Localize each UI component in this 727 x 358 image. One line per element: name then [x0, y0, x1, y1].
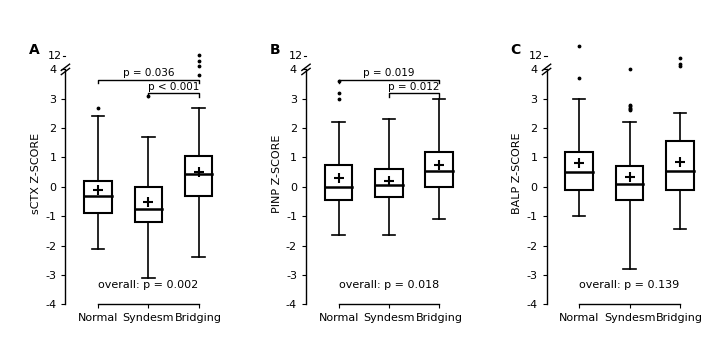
Bar [425, 151, 453, 187]
Text: overall: p = 0.002: overall: p = 0.002 [98, 280, 198, 290]
Text: p = 0.019: p = 0.019 [364, 68, 414, 78]
Text: 12: 12 [529, 51, 543, 61]
Text: B: B [270, 43, 280, 57]
Text: p = 0.036: p = 0.036 [123, 68, 174, 78]
Text: C: C [510, 43, 521, 57]
Bar [185, 156, 212, 196]
Bar [566, 151, 593, 190]
Y-axis label: PINP Z-SCORE: PINP Z-SCORE [272, 135, 281, 213]
Y-axis label: sCTX Z-SCORE: sCTX Z-SCORE [31, 133, 41, 214]
Text: p = 0.012: p = 0.012 [388, 82, 440, 92]
Bar [84, 181, 112, 213]
Y-axis label: BALP Z-SCORE: BALP Z-SCORE [513, 133, 522, 214]
Bar [325, 165, 353, 200]
Text: overall: p = 0.018: overall: p = 0.018 [339, 280, 439, 290]
Text: A: A [29, 43, 40, 57]
Text: 12: 12 [289, 51, 302, 61]
Bar [375, 169, 403, 197]
Text: p < 0.001: p < 0.001 [148, 82, 199, 92]
Bar [666, 141, 694, 190]
Bar [616, 166, 643, 200]
Text: 12: 12 [48, 51, 62, 61]
Text: overall: p = 0.139: overall: p = 0.139 [579, 280, 680, 290]
Bar [134, 187, 162, 222]
